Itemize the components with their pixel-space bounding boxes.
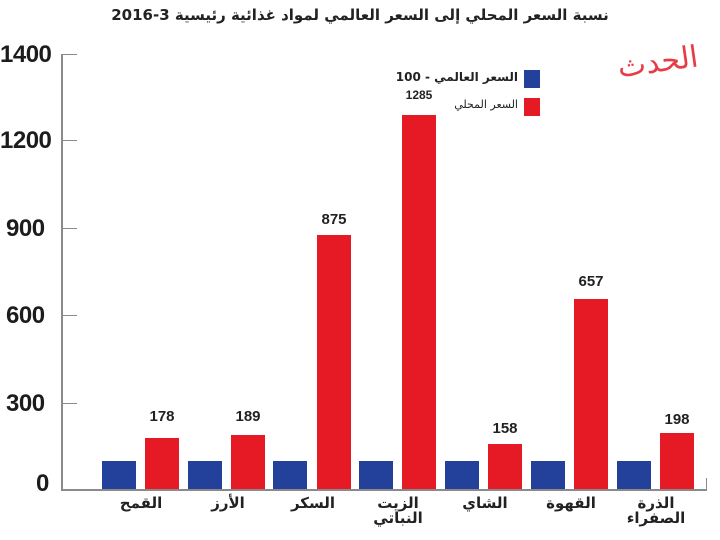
y-tick-label: 1400 xyxy=(0,41,52,68)
y-tick-label: 300 xyxy=(6,390,45,417)
legend-item-world: السعر العالمي - 100 xyxy=(370,70,540,90)
bar-local-coffee xyxy=(574,299,608,489)
bar-world-tea xyxy=(445,461,479,489)
y-tick-label: 0 xyxy=(36,470,49,497)
category-label-line: الزيت xyxy=(377,494,419,512)
category-label-rice: الأرز xyxy=(211,494,245,512)
legend-item-local: السعر المحلي xyxy=(370,98,540,118)
bar-world-coffee xyxy=(531,461,565,489)
bar-local-rice xyxy=(231,435,265,489)
category-label-coffee: القهوة xyxy=(546,494,596,512)
x-axis-line xyxy=(61,489,707,491)
legend-swatch-red xyxy=(524,98,540,116)
bar-local-yellow-corn xyxy=(660,433,694,489)
chart-title: نسبة السعر المحلي إلى السعر العالمي لموا… xyxy=(111,6,609,24)
data-label: 198 xyxy=(664,411,690,428)
bar-world-yellow-corn xyxy=(617,461,651,489)
bar-world-sugar xyxy=(273,461,307,489)
category-label-tea: الشاي xyxy=(462,494,508,512)
y-tick-1400 xyxy=(62,54,77,55)
category-label-line: النباتي xyxy=(373,509,423,527)
data-label: 875 xyxy=(321,211,347,228)
y-tick-label: 1200 xyxy=(0,127,52,154)
category-label-vegetable-oil: الزيت النباتي xyxy=(353,496,443,526)
x-axis-end-tick xyxy=(706,478,707,490)
legend-label-local: السعر المحلي xyxy=(454,98,518,111)
category-label-wheat: القمح xyxy=(119,494,163,512)
watermark-logo: الحدث xyxy=(615,39,701,86)
bar-local-wheat xyxy=(145,438,179,489)
legend-label-world: السعر العالمي - 100 xyxy=(395,70,518,84)
category-label-yellow-corn: الذرة الصفراء xyxy=(611,496,701,526)
data-label: 189 xyxy=(235,408,261,425)
category-label-line: الصفراء xyxy=(626,509,686,527)
y-tick-600 xyxy=(62,315,77,316)
y-tick-label: 600 xyxy=(6,302,45,329)
bar-local-tea xyxy=(488,444,522,489)
y-tick-label: 900 xyxy=(6,215,45,242)
data-label: 657 xyxy=(578,273,604,290)
category-label-line: الذرة xyxy=(637,494,675,512)
category-label-sugar: السكر xyxy=(290,494,336,512)
legend-swatch-blue xyxy=(524,70,540,88)
bar-world-wheat xyxy=(102,461,136,489)
bar-local-vegetable-oil xyxy=(402,115,436,489)
y-tick-1200 xyxy=(62,140,77,141)
y-tick-300 xyxy=(62,403,77,404)
bar-local-sugar xyxy=(317,235,351,489)
data-label: 1285 xyxy=(405,88,433,102)
bar-world-vegetable-oil xyxy=(359,461,393,489)
y-axis-line xyxy=(61,54,63,491)
bar-world-rice xyxy=(188,461,222,489)
y-tick-900 xyxy=(62,228,77,229)
data-label: 158 xyxy=(492,420,518,437)
data-label: 178 xyxy=(149,408,175,425)
